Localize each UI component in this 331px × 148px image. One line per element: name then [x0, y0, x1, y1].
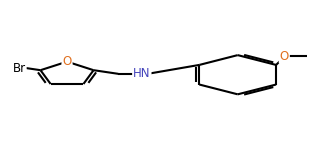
- Text: O: O: [280, 50, 289, 63]
- Text: Br: Br: [13, 62, 26, 74]
- Text: HN: HN: [133, 67, 151, 80]
- Text: O: O: [63, 55, 71, 68]
